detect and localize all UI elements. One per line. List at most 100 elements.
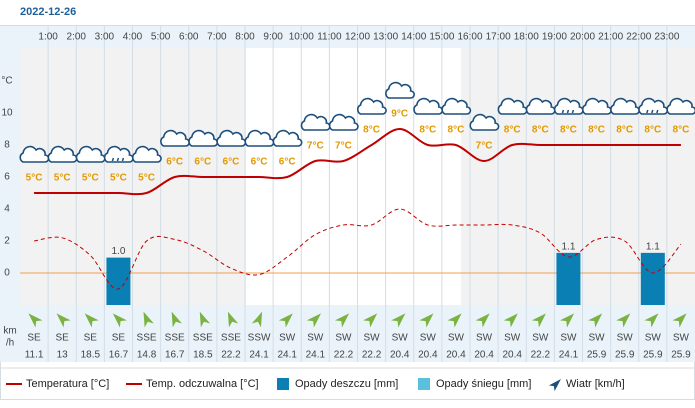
wind-direction: SW — [364, 333, 381, 344]
weather-icon — [272, 129, 303, 147]
wind-unit: /h — [6, 338, 14, 349]
wind-speed: 25.9 — [671, 350, 691, 361]
rain-drop — [111, 157, 115, 162]
hour-label: 13:00 — [373, 32, 398, 43]
hour-label: 22:00 — [626, 32, 651, 43]
legend-swatch — [277, 378, 289, 390]
legend-label: Wiatr [km/h] — [566, 378, 625, 390]
wind-speed: 20.4 — [390, 350, 410, 361]
wind-speed: 22.2 — [334, 350, 354, 361]
wind-direction: SE — [84, 333, 98, 344]
wind-speed: 25.9 — [643, 350, 663, 361]
wind-direction: SW — [645, 333, 662, 344]
wind-direction: SW — [448, 333, 465, 344]
wind-direction: SW — [617, 333, 634, 344]
hour-label: 12:00 — [345, 32, 370, 43]
hour-label: 21:00 — [598, 32, 623, 43]
hour-label: 3:00 — [95, 32, 115, 43]
cloud — [441, 97, 472, 115]
wind-arrow — [143, 311, 154, 328]
precip-label: 1.1 — [561, 241, 575, 252]
wind-direction: SE — [27, 333, 41, 344]
temperature-label: 8°C — [532, 125, 549, 136]
wind-arrow — [84, 313, 99, 328]
wind-speed: 22.2 — [221, 350, 241, 361]
wind-arrow — [672, 313, 687, 328]
wind-direction: SE — [56, 333, 70, 344]
hour-label: 10:00 — [289, 32, 314, 43]
rain-drop — [116, 157, 120, 162]
weather-icon — [385, 81, 415, 99]
hour-label: 4:00 — [123, 32, 143, 43]
hour-label: 23:00 — [654, 32, 679, 43]
wind-unit: km — [3, 326, 16, 337]
y-axis-label: °C — [1, 76, 12, 87]
wind-direction: SW — [532, 333, 549, 344]
wind-arrow — [531, 313, 546, 328]
temperature-label: 5°C — [110, 173, 127, 184]
weather-icon — [357, 97, 387, 115]
wind-speed: 16.7 — [109, 350, 129, 361]
wind-arrow — [588, 313, 603, 328]
wind-speed: 18.5 — [193, 350, 213, 361]
date: 2022-12-26 — [20, 6, 76, 18]
wind-arrow — [644, 313, 659, 328]
precip-bar — [556, 252, 581, 305]
wind-direction: SW — [560, 333, 577, 344]
temperature-label: 6°C — [223, 157, 240, 168]
wind-arrow — [112, 313, 127, 328]
wind-speed: 25.9 — [615, 350, 635, 361]
wind-arrow — [199, 311, 211, 328]
cloud — [328, 113, 359, 131]
temperature-label: 7°C — [307, 141, 324, 152]
wind-speed: 22.2 — [531, 350, 551, 361]
temperature-label: 6°C — [194, 157, 211, 168]
wind-direction: SSE — [137, 333, 157, 344]
temperature-label: 5°C — [26, 173, 43, 184]
wind-arrow — [419, 313, 434, 328]
y-tick-label: 4 — [4, 204, 10, 215]
hour-label: 7:00 — [207, 32, 227, 43]
y-tick-label: 2 — [4, 236, 10, 247]
temperature-label: 7°C — [335, 141, 352, 152]
weather-icon — [469, 113, 500, 131]
hour-label: 5:00 — [151, 32, 171, 43]
y-tick-label: 10 — [1, 108, 13, 119]
temperature-label: 8°C — [419, 125, 436, 136]
cloud — [357, 97, 387, 115]
temperature-label: 5°C — [82, 173, 99, 184]
wind-direction: SW — [307, 333, 324, 344]
hour-label: 8:00 — [235, 32, 255, 43]
wind-arrow — [306, 313, 321, 328]
rain-drop — [121, 157, 125, 162]
temperature-label: 6°C — [166, 157, 183, 168]
temperature-label: 5°C — [54, 173, 71, 184]
wind-speed: 20.4 — [446, 350, 466, 361]
rain-drop — [561, 109, 565, 114]
wind-direction: SW — [392, 333, 409, 344]
hour-label: 9:00 — [263, 32, 283, 43]
wind-arrow — [56, 313, 71, 328]
wind-speed: 24.1 — [277, 350, 297, 361]
hour-label: 11:00 — [317, 32, 342, 43]
wind-arrow — [334, 313, 350, 328]
hour-label: 14:00 — [401, 32, 426, 43]
wind-arrow — [278, 313, 293, 328]
temperature-label: 9°C — [391, 109, 408, 120]
hour-label: 2:00 — [67, 32, 87, 43]
temperature-label: 8°C — [504, 125, 521, 136]
wind-arrow — [616, 313, 631, 328]
axis-band — [0, 26, 20, 362]
wind-speed: 20.4 — [474, 350, 494, 361]
wind-direction: SSW — [248, 333, 271, 344]
temperature-label: 8°C — [644, 125, 661, 136]
temperature-label: 6°C — [251, 157, 268, 168]
legend-label: Opady śniegu [mm] — [436, 378, 531, 390]
hour-label: 15:00 — [429, 32, 454, 43]
rain-drop — [571, 109, 575, 114]
wind-speed: 11.1 — [25, 350, 44, 361]
y-tick-label: 8 — [4, 140, 10, 151]
hour-label: 16:00 — [457, 32, 482, 43]
wind-arrow — [28, 313, 43, 328]
temperature-label: 8°C — [560, 125, 577, 136]
